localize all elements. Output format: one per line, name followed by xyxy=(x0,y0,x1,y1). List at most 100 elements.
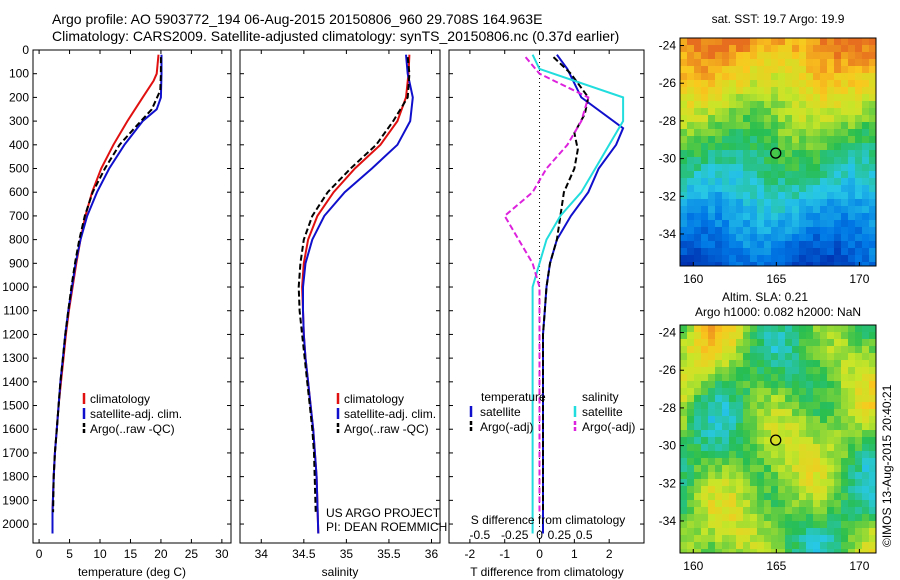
map-cell xyxy=(701,241,709,249)
map-cell xyxy=(736,143,744,151)
map-cell xyxy=(750,388,758,396)
map-cell xyxy=(729,220,737,228)
map-cell xyxy=(764,185,772,193)
map-cell xyxy=(792,241,800,249)
s-tick-label: 0.25 xyxy=(548,528,572,542)
map-cell xyxy=(764,45,772,53)
map-cell xyxy=(841,94,849,102)
map-cell xyxy=(750,528,758,536)
map-cell xyxy=(848,367,856,375)
map-cell xyxy=(813,52,821,60)
map-cell xyxy=(715,94,723,102)
map-cell xyxy=(869,360,876,368)
map-cell xyxy=(764,346,772,354)
map-cell xyxy=(715,164,723,172)
map-cell xyxy=(862,472,870,480)
map-cell xyxy=(687,409,695,417)
map-cell xyxy=(729,87,737,95)
map-cell xyxy=(869,185,876,193)
map-cell xyxy=(750,542,758,550)
map-cell xyxy=(834,493,842,501)
map-cell xyxy=(813,192,821,200)
map-cell xyxy=(848,514,856,522)
map-cell xyxy=(834,430,842,438)
map-cell xyxy=(722,360,730,368)
map-cell xyxy=(855,416,863,424)
map-cell xyxy=(750,423,758,431)
project-credit: US ARGO PROJECT xyxy=(326,506,441,520)
map-cell xyxy=(862,178,870,186)
map-y-tick-label: -32 xyxy=(659,189,677,203)
map-cell xyxy=(722,402,730,410)
map-cell xyxy=(729,255,737,263)
map-cell xyxy=(862,241,870,249)
map-cell xyxy=(771,129,779,137)
map-cell xyxy=(848,164,856,172)
map-cell xyxy=(799,339,807,347)
series-salinity-satellite-adj-clim xyxy=(302,54,414,534)
map-cell xyxy=(792,339,800,347)
map-cell xyxy=(722,262,730,266)
map-cell xyxy=(834,45,842,53)
map-cell xyxy=(820,115,828,123)
map-y-tick-label: -26 xyxy=(659,363,677,377)
map-cell xyxy=(701,388,709,396)
map-cell xyxy=(764,458,772,466)
map-cell xyxy=(778,416,786,424)
map-cell xyxy=(813,374,821,382)
map-cell xyxy=(869,234,876,242)
map-cell xyxy=(687,248,695,256)
map-cell xyxy=(862,143,870,151)
map-cell xyxy=(799,493,807,501)
map-cell xyxy=(855,52,863,60)
map-cell xyxy=(743,416,751,424)
map-cell xyxy=(743,136,751,144)
map-cell xyxy=(827,388,835,396)
map-cell xyxy=(771,143,779,151)
map-cell xyxy=(708,262,716,266)
map-cell xyxy=(687,157,695,165)
map-cell xyxy=(750,493,758,501)
map-cell xyxy=(764,367,772,375)
map-cell xyxy=(708,486,716,494)
map-cell xyxy=(827,115,835,123)
map-cell xyxy=(834,143,842,151)
map-cell xyxy=(785,332,793,340)
map-cell xyxy=(694,395,702,403)
map-cell xyxy=(764,500,772,508)
s-difference-axis-label: S difference from climatology xyxy=(471,513,626,527)
map-cell xyxy=(750,164,758,172)
map-cell xyxy=(750,500,758,508)
map-cell xyxy=(680,346,688,354)
map-cell xyxy=(757,332,765,340)
map-cell xyxy=(743,227,751,235)
map-cell xyxy=(806,255,814,263)
map-cell xyxy=(848,346,856,354)
map-cell xyxy=(743,493,751,501)
map-cell xyxy=(694,101,702,109)
map-cell xyxy=(743,206,751,214)
depth-tick-label: 1800 xyxy=(2,470,29,484)
map-cell xyxy=(729,59,737,67)
map-cell xyxy=(708,367,716,375)
map-cell xyxy=(869,325,876,333)
map-cell xyxy=(785,136,793,144)
map-cell xyxy=(799,465,807,473)
map-cell xyxy=(778,80,786,88)
map-cell xyxy=(764,542,772,550)
map-cell xyxy=(694,423,702,431)
map-cell xyxy=(827,66,835,74)
map-cell xyxy=(806,143,814,151)
map-cell xyxy=(806,38,814,46)
map-cell xyxy=(813,262,821,266)
map-cell xyxy=(729,325,737,333)
map-cell xyxy=(827,129,835,137)
map-cell xyxy=(862,136,870,144)
map-cell xyxy=(764,122,772,130)
map-cell xyxy=(771,535,779,543)
map-cell xyxy=(757,192,765,200)
map-cell xyxy=(827,262,835,266)
map-cell xyxy=(792,346,800,354)
map-cell xyxy=(687,458,695,466)
map-cell xyxy=(736,150,744,158)
